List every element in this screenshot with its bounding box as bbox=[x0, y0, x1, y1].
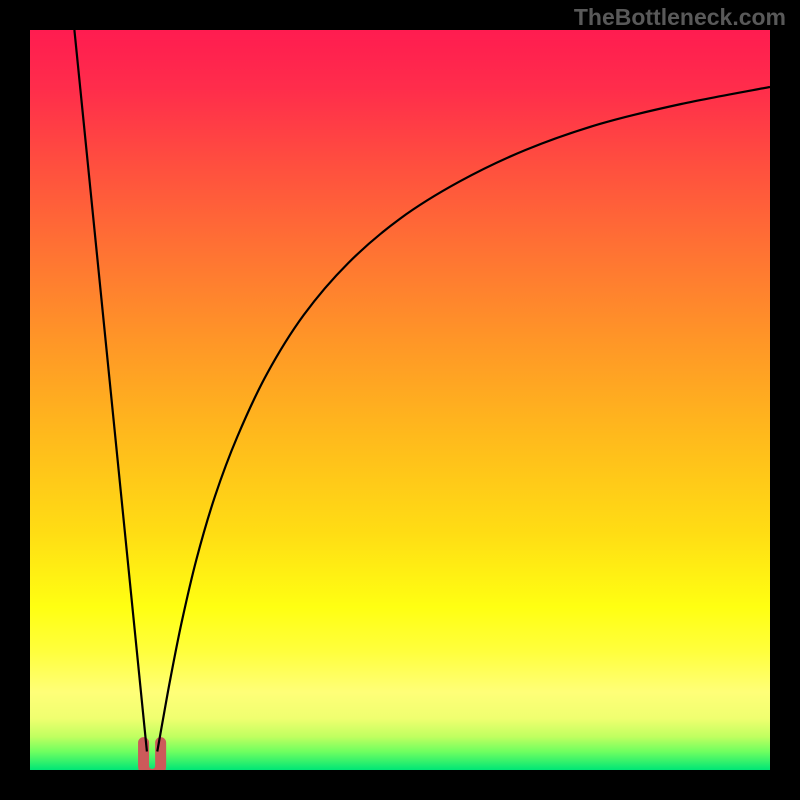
watermark-text: TheBottleneck.com bbox=[574, 4, 786, 31]
plot-area bbox=[30, 30, 770, 770]
frame-left bbox=[0, 0, 30, 800]
gradient-background bbox=[30, 30, 770, 770]
frame-bottom bbox=[0, 770, 800, 800]
frame-right bbox=[770, 0, 800, 800]
chart-root: TheBottleneck.com bbox=[0, 0, 800, 800]
